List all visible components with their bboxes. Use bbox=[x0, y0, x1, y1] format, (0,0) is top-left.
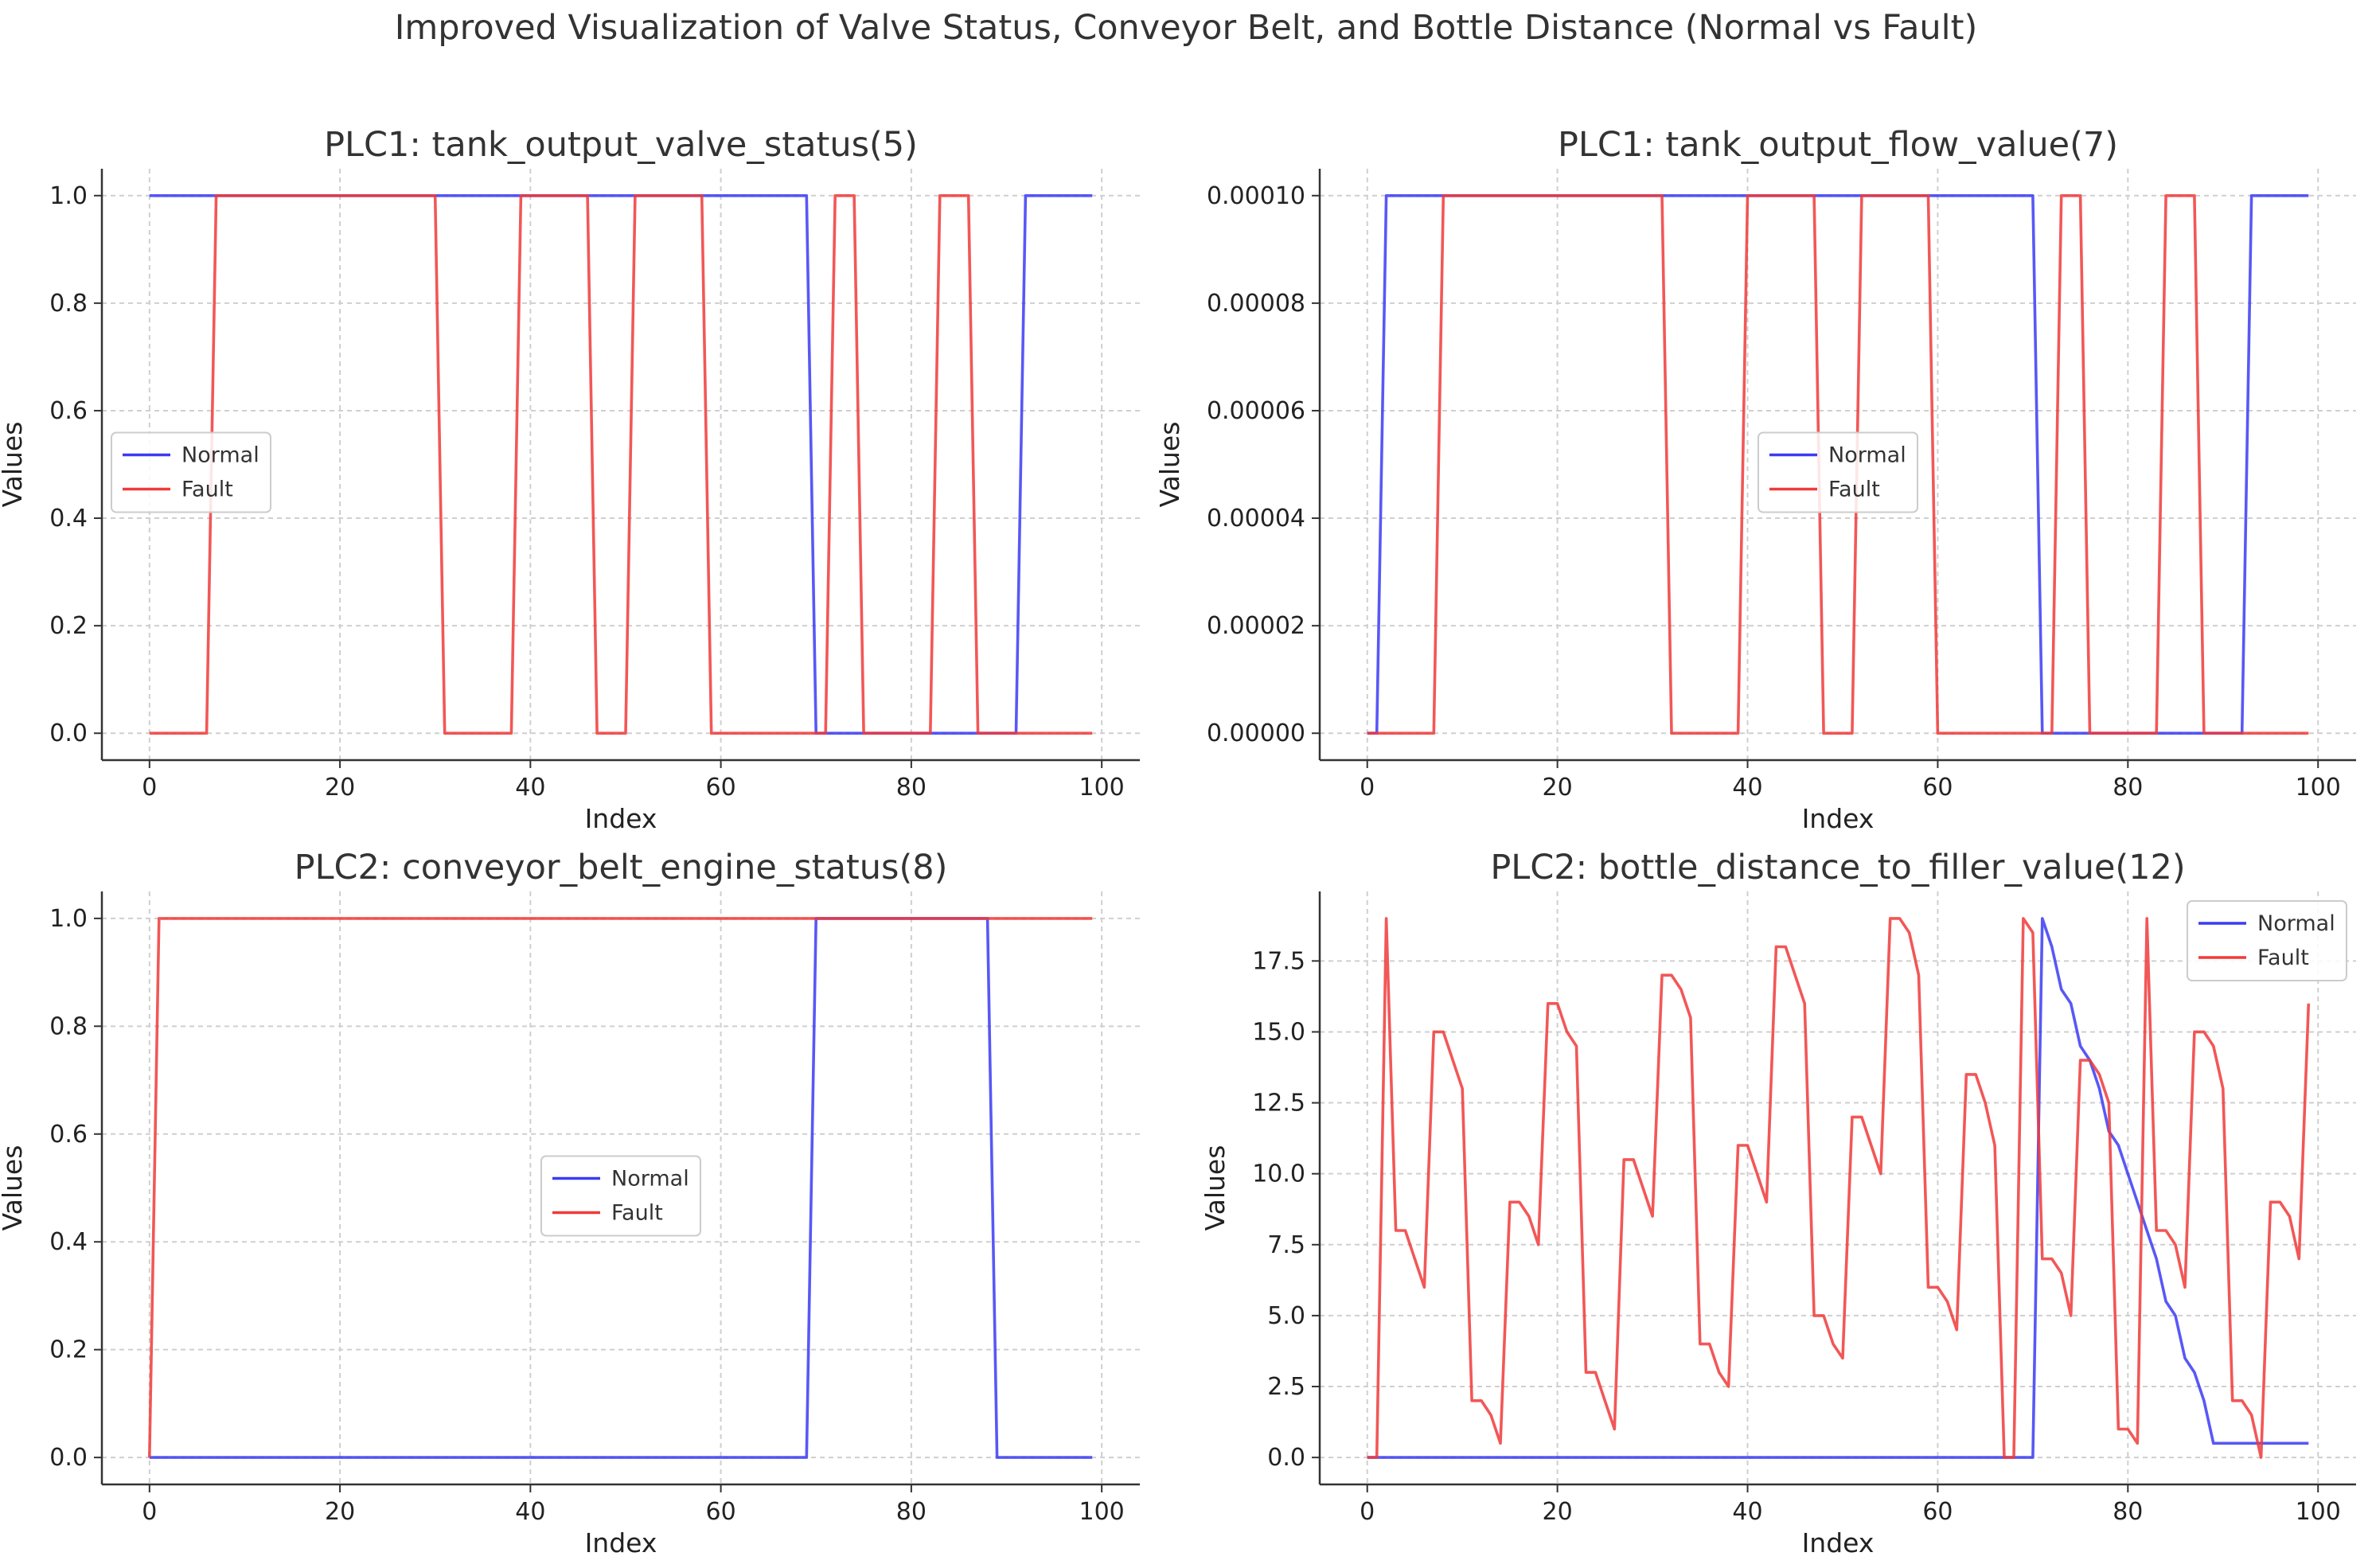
chart-panel-2: 0 20 40 60 80 100 0.00000 0.00002 0.00004 0.00006… bbox=[1154, 125, 2356, 834]
x-tick-label: 100 bbox=[2296, 774, 2341, 802]
y-axis-label: Values bbox=[1200, 1145, 1231, 1231]
y-tick-label: 0.0 bbox=[49, 1444, 88, 1472]
series-line-fault bbox=[148, 917, 1093, 1458]
x-tick-label: 0 bbox=[142, 774, 157, 802]
x-axis-label: Index bbox=[1802, 803, 1875, 834]
series-line-normal bbox=[149, 194, 1093, 735]
x-tick-label: 60 bbox=[706, 774, 736, 802]
subplot-title: PLC2: conveyor_belt_engine_status(8) bbox=[295, 848, 948, 887]
legend: Normal Fault bbox=[540, 1155, 701, 1237]
x-axis-label: Index bbox=[585, 1527, 657, 1558]
y-tick-label: 0.2 bbox=[49, 612, 88, 640]
x-tick-label: 100 bbox=[1079, 1498, 1125, 1526]
x-tick-label: 40 bbox=[515, 774, 545, 802]
x-tick-label: 20 bbox=[325, 1498, 355, 1526]
subplot-title: PLC2: bottle_distance_to_filler_value(12… bbox=[1490, 848, 2185, 887]
x-tick-label: 60 bbox=[1922, 1498, 1953, 1526]
legend-box bbox=[540, 1155, 701, 1237]
y-tick-label: 0.0 bbox=[49, 720, 88, 747]
y-tick-label: 0.4 bbox=[49, 505, 88, 532]
x-tick-label: 80 bbox=[896, 774, 927, 802]
series-line-fault bbox=[1367, 194, 2309, 735]
series-line-fault bbox=[149, 194, 1093, 735]
x-tick-label: 0 bbox=[142, 1498, 157, 1526]
x-axis-label: Index bbox=[585, 803, 657, 834]
x-tick-label: 60 bbox=[1922, 774, 1953, 802]
y-axis-label: Values bbox=[0, 422, 28, 508]
y-tick-label: 0.8 bbox=[49, 1012, 88, 1040]
x-tick-label: 80 bbox=[2113, 1498, 2143, 1526]
subplot-title: PLC1: tank_output_flow_value(7) bbox=[1558, 125, 2118, 165]
x-tick-label: 0 bbox=[1360, 774, 1375, 802]
x-axis-label: Index bbox=[1802, 1527, 1875, 1558]
y-axis-label: Values bbox=[0, 1145, 28, 1231]
y-tick-label: 0.00002 bbox=[1207, 612, 1305, 640]
x-tick-label: 0 bbox=[1360, 1498, 1375, 1526]
y-tick-label: 7.5 bbox=[1267, 1231, 1305, 1259]
y-tick-label: 0.6 bbox=[49, 397, 88, 425]
y-tick-label: 0.8 bbox=[49, 290, 88, 318]
x-tick-label: 80 bbox=[2113, 774, 2143, 802]
x-tick-label: 100 bbox=[1079, 774, 1125, 802]
y-axis-label: Values bbox=[1154, 422, 1185, 508]
legend: Normal Fault bbox=[1758, 431, 1918, 513]
subplot-title: PLC1: tank_output_valve_status(5) bbox=[324, 125, 918, 165]
y-tick-label: 10.0 bbox=[1252, 1160, 1305, 1188]
series-line-normal bbox=[1367, 194, 2309, 735]
legend-label-normal: Normal bbox=[611, 1167, 689, 1192]
legend-label-fault: Fault bbox=[2257, 946, 2309, 970]
y-tick-label: 17.5 bbox=[1252, 947, 1305, 975]
y-tick-label: 0.0 bbox=[1267, 1444, 1305, 1472]
x-tick-label: 20 bbox=[325, 774, 355, 802]
legend-label-fault: Fault bbox=[611, 1201, 663, 1226]
y-tick-label: 0.2 bbox=[49, 1336, 88, 1364]
y-tick-label: 2.5 bbox=[1267, 1373, 1305, 1401]
x-tick-label: 100 bbox=[2296, 1498, 2341, 1526]
y-tick-label: 0.00000 bbox=[1207, 720, 1305, 747]
y-tick-label: 0.00004 bbox=[1207, 505, 1305, 532]
y-tick-label: 1.0 bbox=[49, 182, 88, 210]
x-tick-label: 60 bbox=[706, 1498, 736, 1526]
legend-box bbox=[111, 431, 271, 513]
legend-box bbox=[1758, 431, 1918, 513]
y-tick-label: 1.0 bbox=[49, 905, 88, 933]
legend: Normal Fault bbox=[2187, 900, 2347, 981]
legend-label-normal: Normal bbox=[2257, 911, 2335, 936]
x-tick-label: 80 bbox=[896, 1498, 927, 1526]
legend-box bbox=[2187, 900, 2347, 981]
y-tick-label: 5.0 bbox=[1267, 1302, 1305, 1330]
y-tick-label: 12.5 bbox=[1252, 1090, 1305, 1117]
legend-label-fault: Fault bbox=[181, 478, 233, 502]
legend-label-fault: Fault bbox=[1828, 478, 1880, 502]
chart-panel-1: 0 20 40 60 80 100 0.0 0.2 0.4 0.6 0.8 1.0 PLC1: tank… bbox=[0, 125, 1140, 834]
y-tick-label: 0.00010 bbox=[1207, 182, 1305, 210]
y-tick-label: 15.0 bbox=[1252, 1018, 1305, 1046]
x-tick-label: 40 bbox=[1732, 1498, 1762, 1526]
legend-label-normal: Normal bbox=[1828, 443, 1906, 468]
y-tick-label: 0.4 bbox=[49, 1228, 88, 1256]
chart-panel-4: 0 20 40 60 80 100 0.0 2.5 5.0 7.5 10.0 12.5 15.0 17.5… bbox=[1200, 848, 2356, 1558]
x-tick-label: 40 bbox=[1732, 774, 1762, 802]
legend-label-normal: Normal bbox=[181, 443, 259, 468]
y-tick-label: 0.00008 bbox=[1207, 290, 1305, 318]
figure-title: Improved Visualization of Valve Status, … bbox=[394, 8, 1978, 48]
y-tick-label: 0.00006 bbox=[1207, 397, 1305, 425]
x-tick-label: 20 bbox=[1543, 1498, 1573, 1526]
x-tick-label: 40 bbox=[515, 1498, 545, 1526]
series-line-fault bbox=[1367, 917, 2311, 1459]
y-tick-label: 0.6 bbox=[49, 1121, 88, 1149]
series-line-normal bbox=[1367, 917, 2309, 1459]
x-tick-label: 20 bbox=[1543, 774, 1573, 802]
chart-panel-3: 0 20 40 60 80 100 0.0 0.2 0.4 0.6 0.8 1.0 PLC2: conv… bbox=[0, 848, 1140, 1558]
legend: Normal Fault bbox=[111, 431, 271, 513]
